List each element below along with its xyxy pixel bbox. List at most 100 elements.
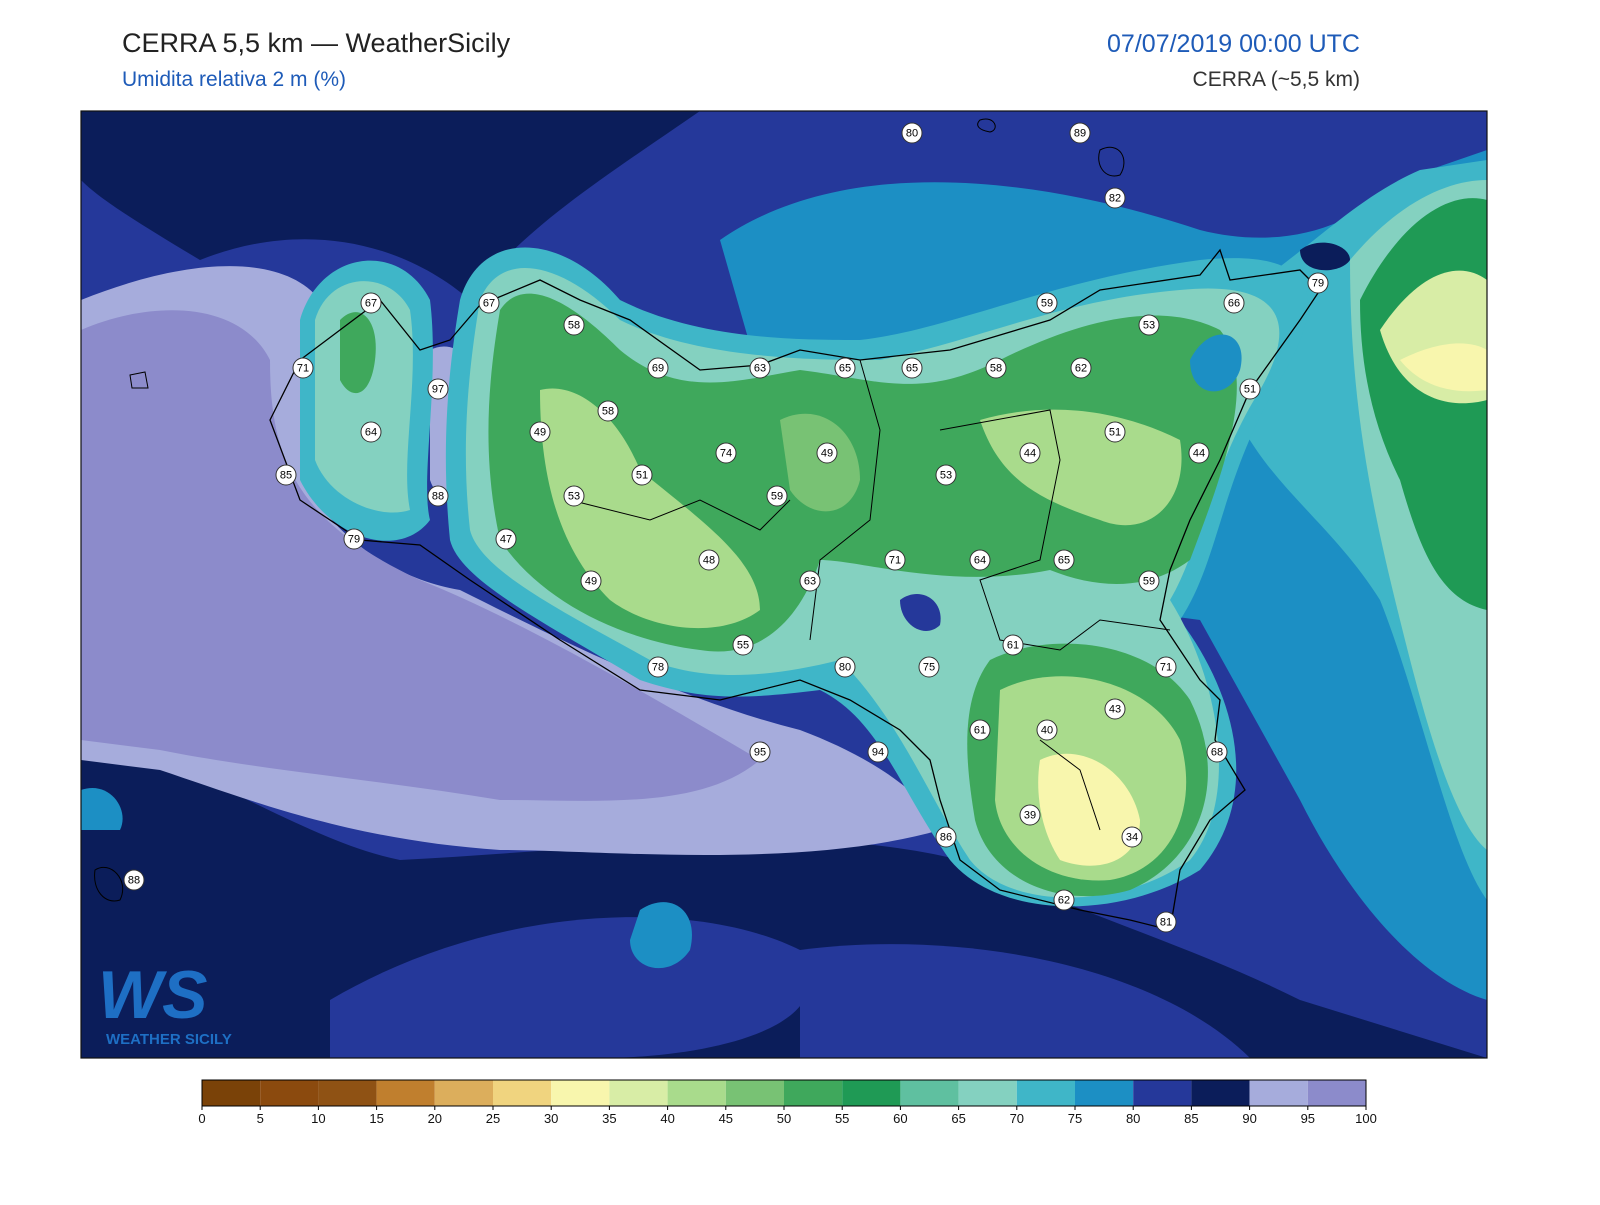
- station: 55: [732, 634, 754, 656]
- station: 61: [969, 719, 991, 741]
- valid-time: 07/07/2019 00:00 UTC: [1107, 30, 1360, 58]
- colorbar-tick-label: 0: [198, 1111, 205, 1126]
- station-value: 64: [974, 555, 986, 567]
- station: 59: [1036, 292, 1058, 314]
- station-marker: [1138, 314, 1160, 336]
- colorbar-bin: [434, 1080, 493, 1106]
- station: 47: [495, 528, 517, 550]
- station-value: 81: [1160, 917, 1172, 929]
- station: 66: [1223, 292, 1245, 314]
- station-value: 97: [432, 384, 444, 396]
- station: 65: [1053, 549, 1075, 571]
- colorbar-tick-label: 85: [1184, 1111, 1198, 1126]
- station-marker: [884, 549, 906, 571]
- station-value: 69: [652, 363, 664, 375]
- station-marker: [715, 442, 737, 464]
- station: 58: [597, 400, 619, 422]
- colorbar-tick-label: 20: [428, 1111, 442, 1126]
- station: 71: [1155, 656, 1177, 678]
- station-value: 59: [1041, 298, 1053, 310]
- station-marker: [1188, 442, 1210, 464]
- station: 79: [1307, 272, 1329, 294]
- station: 82: [1104, 187, 1126, 209]
- station-value: 63: [754, 363, 766, 375]
- station: 64: [969, 549, 991, 571]
- colorbar-bin: [376, 1080, 435, 1106]
- station-value: 86: [940, 832, 952, 844]
- station-marker: [1053, 889, 1075, 911]
- colorbar-bin: [1191, 1080, 1250, 1106]
- station: 62: [1070, 357, 1092, 379]
- map-subtitle: Umidita relativa 2 m (%): [122, 68, 346, 91]
- station: 68: [1206, 741, 1228, 763]
- station: 51: [1239, 378, 1261, 400]
- colorbar-bin: [493, 1080, 552, 1106]
- station: 63: [799, 570, 821, 592]
- station-marker: [1019, 442, 1041, 464]
- station-value: 58: [602, 406, 614, 418]
- station-marker: [1019, 804, 1041, 826]
- colorbar-bin: [667, 1080, 726, 1106]
- colorbar-tick-label: 15: [369, 1111, 383, 1126]
- station-value: 44: [1024, 448, 1036, 460]
- colorbar-tick-label: 65: [951, 1111, 965, 1126]
- station: 81: [1155, 911, 1177, 933]
- station: 61: [1002, 634, 1024, 656]
- colorbar-bin: [609, 1080, 668, 1106]
- colorbar-tick-label: 25: [486, 1111, 500, 1126]
- station-value: 65: [839, 363, 851, 375]
- station-value: 62: [1058, 895, 1070, 907]
- colorbar-tick-label: 5: [257, 1111, 264, 1126]
- station: 48: [698, 549, 720, 571]
- station-marker: [343, 528, 365, 550]
- station-marker: [1307, 272, 1329, 294]
- station-marker: [834, 656, 856, 678]
- map-title: CERRA 5,5 km — WeatherSicily: [122, 28, 511, 58]
- station-value: 74: [720, 448, 732, 460]
- station-marker: [749, 741, 771, 763]
- station: 94: [867, 741, 889, 763]
- station-value: 88: [128, 875, 140, 887]
- station: 69: [647, 357, 669, 379]
- colorbar-tick-label: 55: [835, 1111, 849, 1126]
- station: 49: [529, 421, 551, 443]
- station-marker: [1104, 698, 1126, 720]
- station-marker: [1223, 292, 1245, 314]
- station-value: 39: [1024, 810, 1036, 822]
- station: 59: [766, 485, 788, 507]
- station: 67: [360, 292, 382, 314]
- station-value: 80: [839, 662, 851, 674]
- station-marker: [766, 485, 788, 507]
- station-marker: [1121, 826, 1143, 848]
- station-value: 49: [821, 448, 833, 460]
- station-value: 34: [1126, 832, 1138, 844]
- colorbar-tick-label: 70: [1010, 1111, 1024, 1126]
- colorbar-tick-label: 30: [544, 1111, 558, 1126]
- station-value: 49: [585, 576, 597, 588]
- station-value: 88: [432, 491, 444, 503]
- station-marker: [1053, 549, 1075, 571]
- station: 80: [834, 656, 856, 678]
- station-marker: [985, 357, 1007, 379]
- station-marker: [935, 826, 957, 848]
- station-value: 82: [1109, 193, 1121, 205]
- station-value: 59: [1143, 576, 1155, 588]
- station-value: 55: [737, 640, 749, 652]
- station-marker: [749, 357, 771, 379]
- station: 58: [563, 314, 585, 336]
- colorbar-tick-label: 10: [311, 1111, 325, 1126]
- station-marker: [1104, 187, 1126, 209]
- colorbar-tick-label: 60: [893, 1111, 907, 1126]
- station: 79: [343, 528, 365, 550]
- station: 65: [901, 357, 923, 379]
- station-value: 58: [990, 363, 1002, 375]
- station-marker: [580, 570, 602, 592]
- station-marker: [427, 378, 449, 400]
- station-value: 51: [1244, 384, 1256, 396]
- station-value: 67: [483, 298, 495, 310]
- station-value: 53: [1143, 320, 1155, 332]
- station-value: 67: [365, 298, 377, 310]
- colorbar-bin: [1133, 1080, 1192, 1106]
- station-marker: [834, 357, 856, 379]
- station-value: 59: [771, 491, 783, 503]
